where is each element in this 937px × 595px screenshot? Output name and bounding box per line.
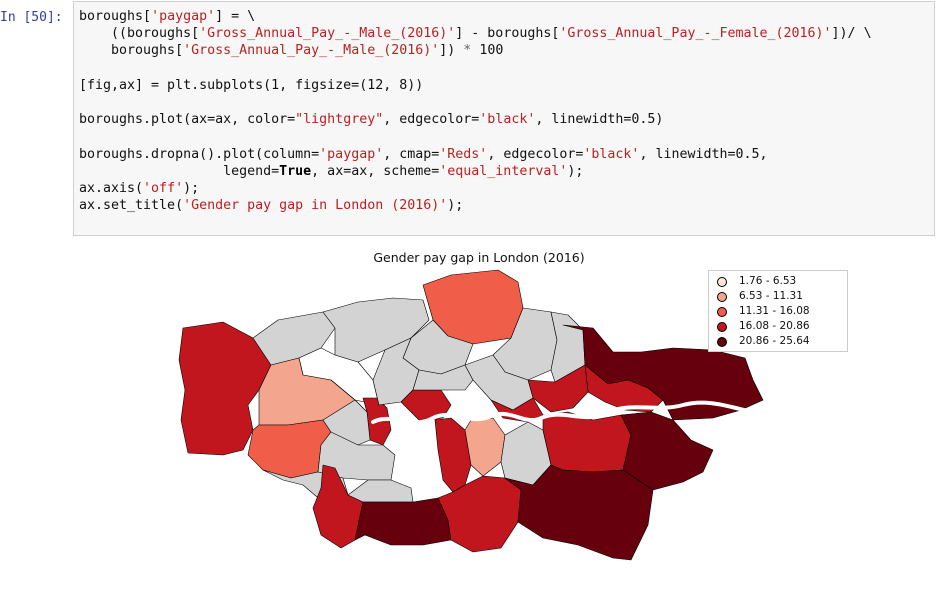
code-token: 'paygap' xyxy=(319,146,384,162)
code-token: "lightgrey" xyxy=(295,112,384,128)
code-token: ); xyxy=(567,163,584,179)
legend-label: 1.76 - 6.53 xyxy=(739,275,797,287)
code-token: ax.axis( xyxy=(79,181,144,196)
code-line: boroughs.dropna().plot(column='paygap', … xyxy=(79,147,768,162)
code-token: True xyxy=(279,163,312,179)
code-cell[interactable]: boroughs['paygap'] = \ ((boroughs['Gross… xyxy=(73,1,935,236)
borough-islington xyxy=(412,364,474,391)
borough-bromley xyxy=(504,464,654,561)
code-line: ax.axis('off'); xyxy=(79,181,199,196)
code-token: 'paygap' xyxy=(151,9,216,24)
cell-prompt: In [50]: xyxy=(0,10,63,25)
code-token: , ax=ax, scheme= xyxy=(311,163,440,179)
code-token: legend= xyxy=(79,163,280,179)
code-token: 'Gross_Annual_Pay_-_Male_(2016)' xyxy=(199,26,456,42)
code-token: 'Gross_Annual_Pay_-_Male_(2016)' xyxy=(183,43,440,59)
borough-newham xyxy=(527,364,589,413)
borough-southwark xyxy=(464,417,506,477)
code-token: ] = \ xyxy=(215,9,256,24)
code-token: ); xyxy=(183,181,200,196)
map-legend: 1.76 - 6.53 6.53 - 11.31 11.31 - 16.08 16.0… xyxy=(708,270,848,352)
legend-swatch xyxy=(717,322,727,332)
code-line: ((boroughs['Gross_Annual_Pay_-_Male_(201… xyxy=(79,26,872,41)
code-token: 'equal_interval' xyxy=(439,163,568,179)
legend-label: 16.08 - 20.86 xyxy=(739,320,810,332)
code-token: 'Gender pay gap in London (2016)' xyxy=(183,198,448,214)
code-line: ax.set_title('Gender pay gap in London (… xyxy=(79,198,463,213)
borough-kingston xyxy=(312,464,364,549)
code-token: 100 xyxy=(471,43,504,59)
code-token: ax.set_title( xyxy=(79,198,184,214)
figure-title: Gender pay gap in London (2016) xyxy=(373,250,585,265)
legend-swatch xyxy=(717,337,727,347)
code-token: , linewidth=0.5) xyxy=(535,112,664,128)
code-token: , cmap= xyxy=(383,146,440,162)
code-line: [fig,ax] = plt.subplots(1, figsize=(12, … xyxy=(79,78,423,93)
code-token: boroughs.plot(ax=ax, color= xyxy=(79,112,296,128)
borough-westminster xyxy=(400,389,452,423)
code-token: 'Reds' xyxy=(439,146,488,162)
borough-merton xyxy=(347,479,414,503)
cell-output: Gender pay gap in London (2016) xyxy=(73,240,935,592)
borough-wandsworth xyxy=(317,431,396,481)
borough-greenwich xyxy=(542,411,632,473)
code-token: 'Gross_Annual_Pay_-_Female_(2016)' xyxy=(559,26,832,42)
code-token: 'black' xyxy=(583,146,640,162)
river-thames xyxy=(371,400,775,428)
code-token: , edgecolor= xyxy=(487,146,584,162)
code-line: boroughs['Gross_Annual_Pay_-_Male_(2016)… xyxy=(79,43,503,58)
code-token: ] - boroughs[ xyxy=(455,26,560,42)
legend-label: 11.31 - 16.08 xyxy=(739,305,810,317)
code-token: boroughs.dropna().plot(column= xyxy=(79,146,320,162)
code-token: , edgecolor= xyxy=(383,112,480,128)
code-token: , linewidth=0.5, xyxy=(639,146,768,162)
legend-label: 6.53 - 11.31 xyxy=(739,290,803,302)
legend-label: 20.86 - 25.64 xyxy=(739,335,810,347)
borough-sutton xyxy=(354,497,452,546)
code-token: ])/ \ xyxy=(831,26,872,42)
legend-swatch xyxy=(717,307,727,317)
borough-bexley xyxy=(620,411,714,491)
legend-swatch xyxy=(717,292,727,302)
code-token: 'off' xyxy=(143,181,184,196)
code-token: boroughs[ xyxy=(79,43,184,59)
choropleth-map xyxy=(178,269,775,561)
code-line: boroughs['paygap'] = \ xyxy=(79,9,255,24)
code-line: legend=True, ax=ax, scheme='equal_interv… xyxy=(79,164,583,179)
legend-swatch xyxy=(717,277,727,287)
code-token: ((boroughs[ xyxy=(79,26,200,42)
code-token: 'black' xyxy=(479,112,536,128)
code-token: ]) xyxy=(439,43,464,59)
code-token: boroughs[ xyxy=(79,9,152,24)
code-token: * xyxy=(463,43,472,59)
code-line: boroughs.plot(ax=ax, color="lightgrey", … xyxy=(79,112,663,127)
code-token: ); xyxy=(447,198,464,214)
code-token: [fig,ax] = plt.subplots(1, figsize=(12, … xyxy=(79,77,424,93)
